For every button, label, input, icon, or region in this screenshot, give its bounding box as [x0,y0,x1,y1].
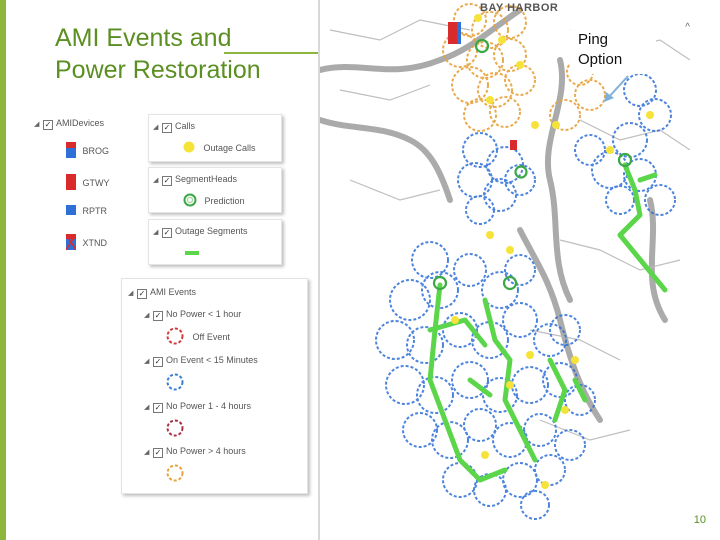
collapse-triangle-icon[interactable]: ◢ [128,290,134,297]
legend-item-label: BROG [82,146,110,156]
legend-group-label: AMI Events [150,287,197,297]
checkbox-ami-events[interactable]: ✓ [137,289,147,299]
outage-call-dot-icon [183,141,195,153]
legend-group-label: AMIDevices [56,118,105,128]
map-place-label: BAY HARBOR [480,2,559,14]
legend-item-label: RPTR [82,206,108,216]
slide-title: AMI Events and Power Restoration [55,22,261,86]
collapse-triangle-icon[interactable]: ◢ [153,124,159,131]
collapse-triangle-icon[interactable]: ◢ [144,312,150,319]
legend-outage-segments: ◢ ✓ Outage Segments [148,219,282,265]
legend-item-label: No Power > 4 hours [166,446,246,456]
callout-arrow-icon [604,75,629,102]
legend-item-label: Outage Calls [203,143,256,153]
device-red-icon [66,174,76,190]
legend-item-label: No Power < 1 hour [166,309,242,319]
collapse-triangle-icon[interactable]: ◢ [144,358,150,365]
no-power-4h-ring-icon [166,464,184,482]
legend-item-label: Prediction [204,196,245,206]
legend-ami-events: ◢ ✓ AMI Events ◢ ✓ No Power < 1 hour Off Eve… [121,278,308,494]
checkbox-segmentheads[interactable]: ✓ [162,176,172,186]
legend-ami-devices: ◢ ✓ AMIDevices BROG GTWY RPTR XTND [34,118,119,258]
device-crossed-icon [65,233,77,251]
checkbox-no-power-1h[interactable]: ✓ [153,311,163,321]
legend-item-sublabel: Off Event [192,332,230,342]
device-blue-icon [66,205,76,215]
page-number: 10 [693,514,706,526]
on-event-ring-icon [166,373,184,391]
no-power-1-4h-ring-icon [166,419,184,437]
device-red-blue-icon [66,142,76,158]
checkbox-calls[interactable]: ✓ [162,123,172,133]
collapse-triangle-icon[interactable]: ◢ [144,404,150,411]
legend-item-label: On Event < 15 Minutes [166,355,258,365]
legend-item-label: No Power 1 - 4 hours [166,401,252,411]
collapse-triangle-icon[interactable]: ◢ [153,177,159,184]
title-line-1: AMI Events and [55,24,232,52]
collapse-triangle-icon[interactable]: ◢ [153,229,159,236]
callout-line-1: Ping [578,31,609,48]
collapse-triangle-icon[interactable]: ◢ [34,121,40,128]
checkbox-amidevices[interactable]: ✓ [43,120,53,130]
checkbox-no-power-1-4h[interactable]: ✓ [153,403,163,413]
legend-item-label: GTWY [82,178,110,188]
callout-line-2: Option [578,51,623,68]
legend-calls: ◢ ✓ Calls Outage Calls [148,114,282,162]
checkbox-outage-segments[interactable]: ✓ [162,228,172,238]
map-corner-mark: ^ [685,22,690,33]
title-line-2: Power Restoration [55,56,261,84]
title-underline [224,52,320,54]
checkbox-no-power-4h[interactable]: ✓ [153,448,163,458]
legend-group-label: Calls [175,121,196,131]
legend-segment-heads: ◢ ✓ SegmentHeads Prediction [148,167,282,213]
collapse-triangle-icon[interactable]: ◢ [144,449,150,456]
outage-segment-line-icon [185,251,199,255]
accent-sidebar [0,0,6,540]
off-event-ring-icon [166,327,184,345]
legend-group-label: SegmentHeads [175,174,238,184]
checkbox-on-event-15m[interactable]: ✓ [153,357,163,367]
outage-map[interactable]: BAY HARBOR ^ [318,0,694,540]
ping-option-callout: Ping Option [570,30,656,74]
legend-group-label: Outage Segments [175,226,248,236]
prediction-ring-icon [183,193,197,207]
legend-item-label: XTND [82,238,108,248]
